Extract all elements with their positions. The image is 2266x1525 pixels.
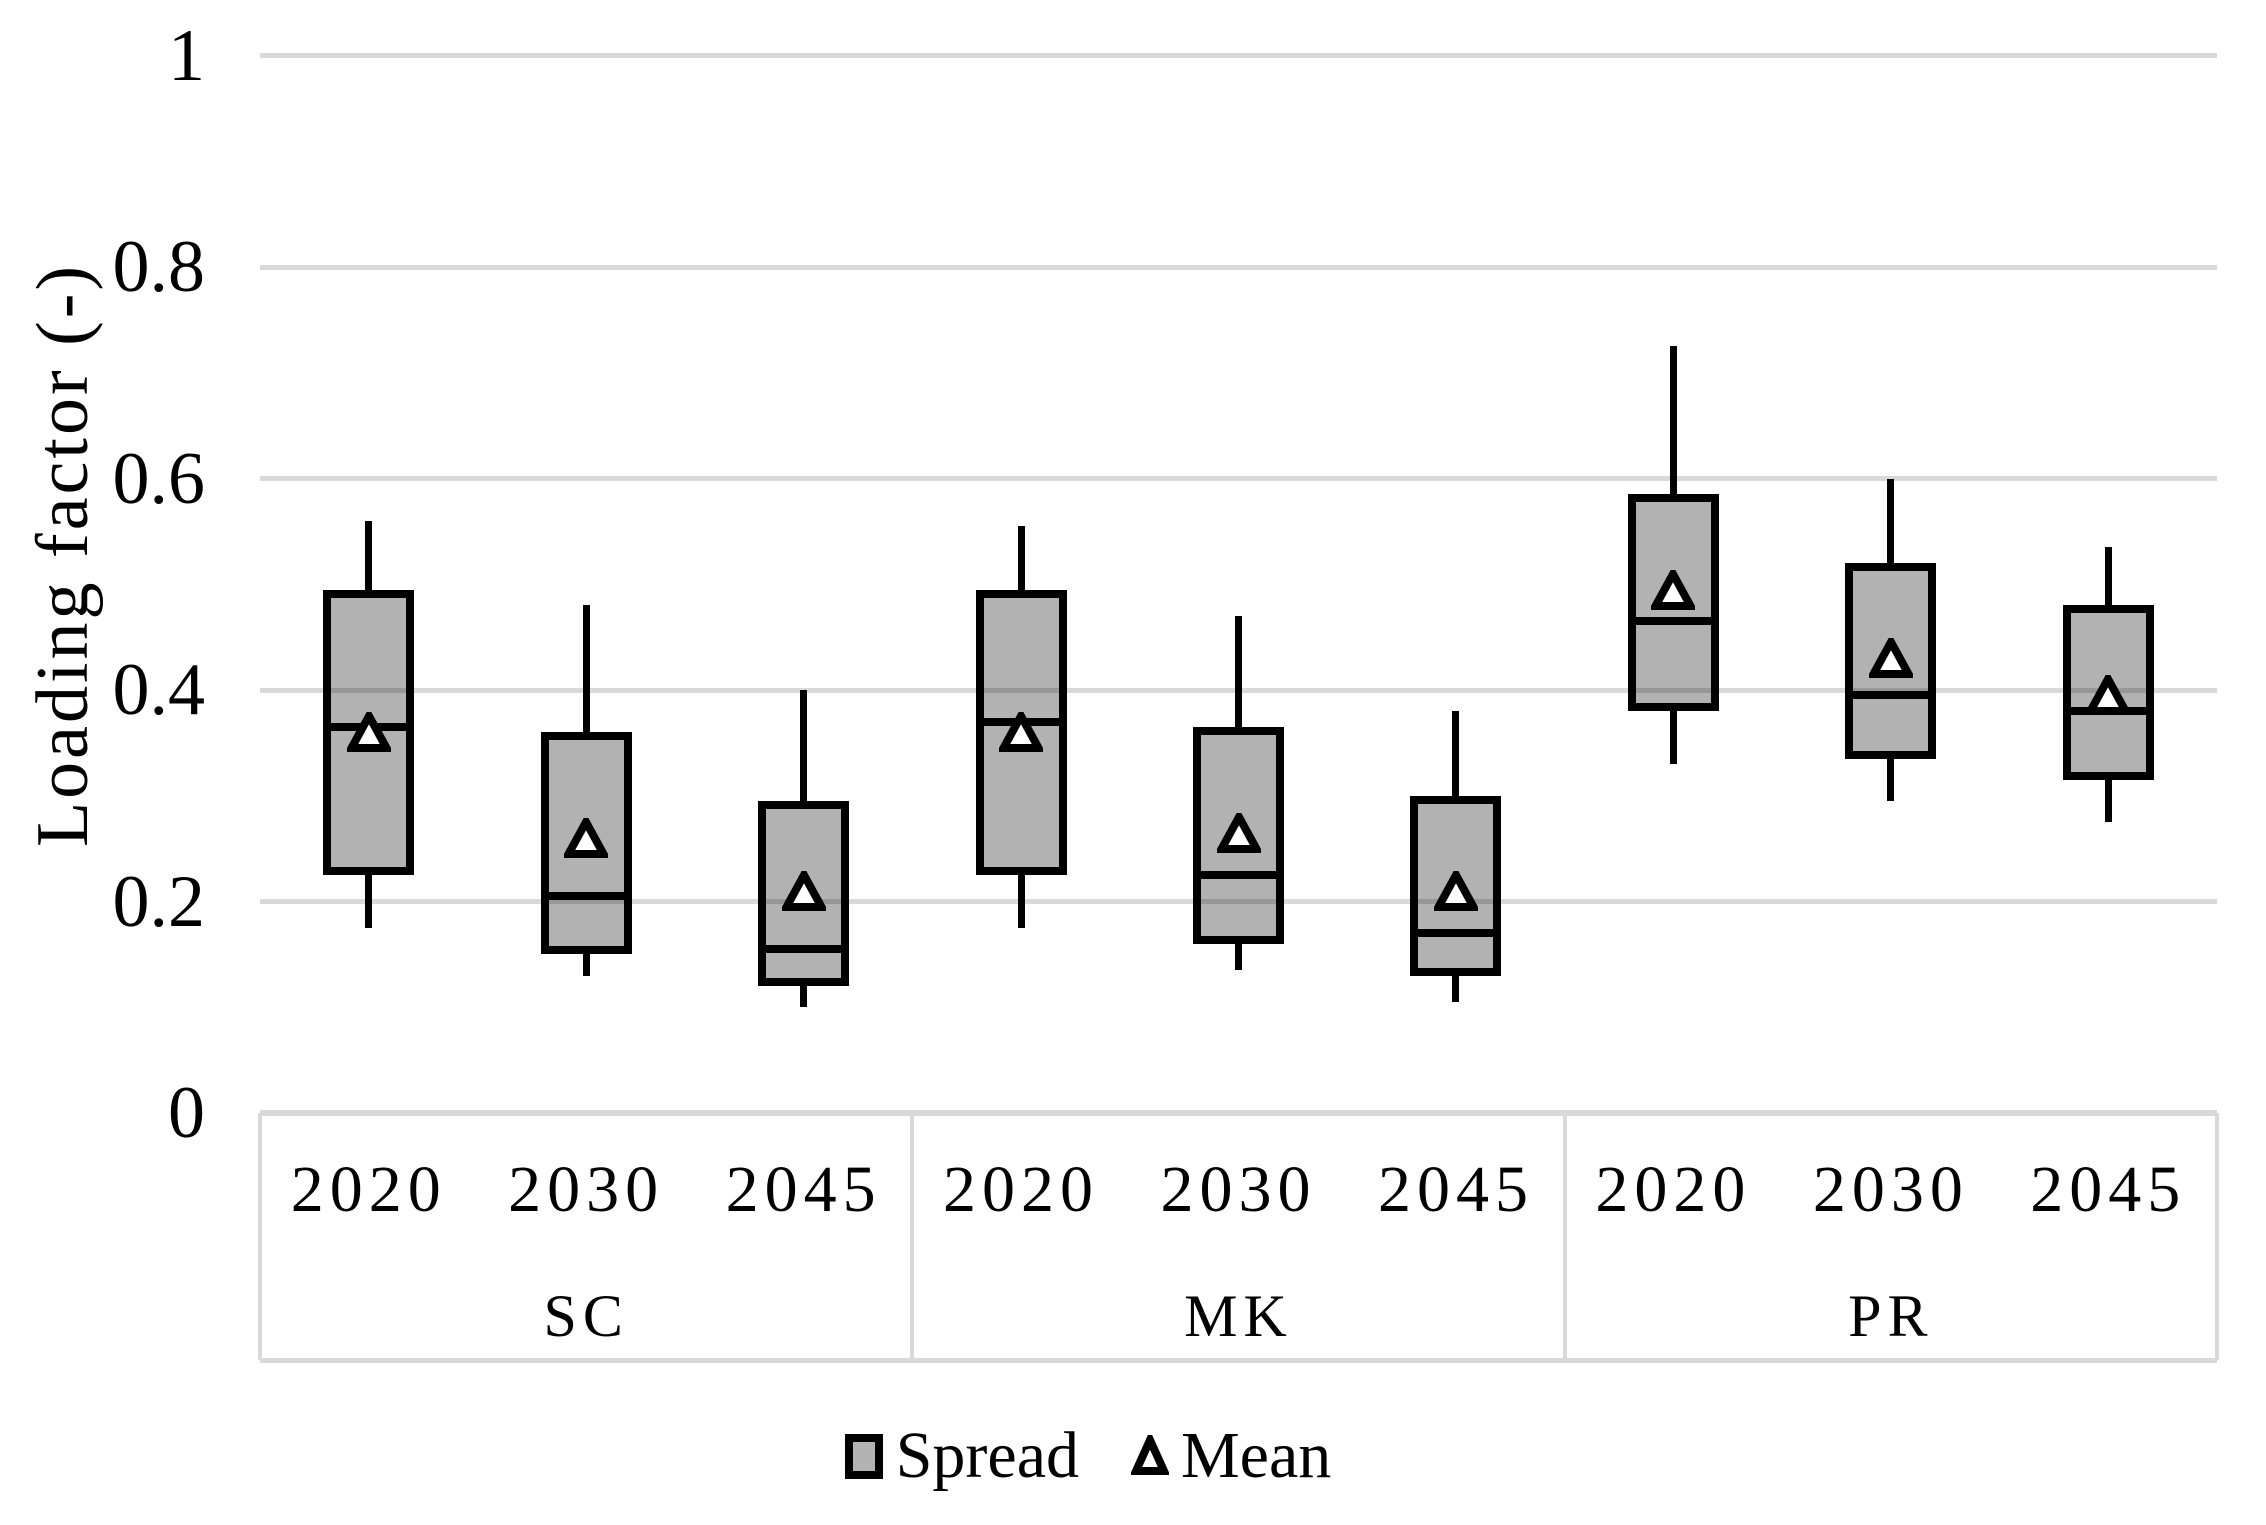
year-label-MK-2045: 2045 [1377,1153,1534,1226]
median-MK-2045 [1410,929,1502,938]
whisker-top-MK-2030 [1235,615,1242,727]
mean-triangle-icon [1131,1435,1169,1475]
whisker-top-MK-2045 [1452,711,1460,796]
mean-marker-SC-2045 [779,866,828,911]
group-label-MK: MK [1184,1283,1293,1349]
whisker-bottom-MK-2030 [1235,943,1242,971]
mean-marker-MK-2045 [1431,866,1481,911]
whisker-bottom-SC-2020 [365,875,373,928]
panel-divider-3 [2215,1113,2219,1360]
y-tick-label-0.2: 0.2 [112,860,206,943]
gridline-1 [260,53,2217,58]
gridline-0.2 [260,899,2217,904]
year-label-SC-2030: 2030 [508,1153,665,1226]
whisker-top-MK-2020 [1017,526,1025,590]
legend: Spread Mean [0,1418,2221,1494]
x-axis-line [260,1110,2217,1116]
box-SC-2020 [323,589,415,876]
median-MK-2030 [1193,871,1284,880]
whisker-top-PR-2045 [2104,547,2112,606]
year-label-SC-2020: 2020 [290,1153,447,1226]
y-tick-label-0.8: 0.8 [112,226,206,308]
mean-marker-SC-2020 [344,707,393,753]
whisker-bottom-SC-2045 [800,986,808,1008]
gridline-0.6 [260,476,2217,481]
panel-divider-0 [258,1113,262,1360]
mean-marker-PR-2030 [1866,633,1916,679]
whisker-bottom-MK-2020 [1017,875,1025,928]
whisker-bottom-SC-2030 [582,954,590,976]
median-PR-2020 [1627,617,1719,626]
panel-divider-2 [1562,1113,1567,1360]
year-label-PR-2030: 2030 [1812,1153,1969,1226]
y-axis-title: Loading factor (-) [22,262,104,848]
legend-item-spread: Spread [844,1418,1079,1494]
spread-swatch-icon [844,1433,883,1479]
mean-marker-SC-2030 [561,813,611,859]
whisker-top-SC-2045 [800,690,808,802]
median-SC-2030 [540,892,632,901]
mean-marker-PR-2020 [1649,565,1698,610]
category-table-bottom-line [260,1358,2217,1363]
median-SC-2045 [758,945,850,954]
year-label-SC-2045: 2045 [725,1153,882,1226]
year-label-PR-2045: 2045 [2030,1153,2187,1226]
gridline-0.8 [260,264,2217,270]
mean-marker-MK-2030 [1214,808,1263,853]
whisker-top-PR-2030 [1887,478,1895,564]
y-tick-label-0: 0 [168,1072,205,1154]
whisker-bottom-PR-2030 [1887,758,1895,802]
y-tick-label-0.4: 0.4 [112,649,206,731]
whisker-bottom-PR-2045 [2104,779,2112,823]
year-label-MK-2020: 2020 [943,1153,1100,1226]
y-tick-label-0.6: 0.6 [112,437,206,520]
group-label-PR: PR [1848,1283,1934,1349]
whisker-top-SC-2030 [582,605,590,733]
mean-marker-MK-2020 [996,707,1046,753]
whisker-bottom-PR-2020 [1669,711,1677,765]
whisker-bottom-MK-2045 [1452,975,1460,1002]
legend-label-mean: Mean [1181,1419,1332,1492]
whisker-top-SC-2020 [365,520,373,590]
whisker-top-PR-2020 [1669,346,1677,495]
year-label-MK-2030: 2030 [1160,1153,1317,1226]
year-label-PR-2020: 2020 [1595,1153,1752,1226]
legend-label-spread: Spread [895,1419,1079,1492]
group-label-SC: SC [543,1283,629,1349]
mean-marker-PR-2045 [2084,670,2133,716]
box-MK-2020 [975,589,1067,876]
legend-item-mean: Mean [1131,1418,1331,1494]
y-tick-label-1: 1 [168,14,205,97]
median-PR-2030 [1845,691,1937,700]
panel-divider-1 [910,1113,915,1360]
